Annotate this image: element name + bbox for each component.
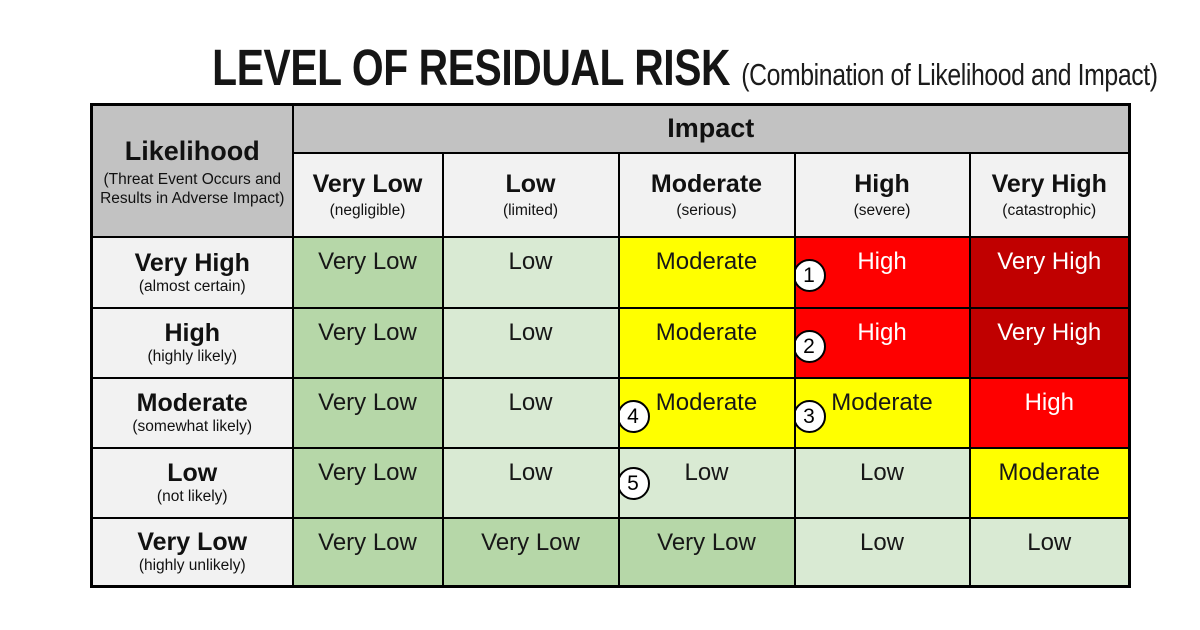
risk-cell-value: Moderate	[655, 318, 758, 346]
annotation-circle-3: 3	[796, 399, 826, 433]
risk-cell-value: Low	[508, 247, 553, 275]
impact-axis-header: Impact	[291, 103, 1131, 154]
risk-cell-value: Moderate	[831, 388, 933, 416]
risk-cell: Low	[793, 516, 971, 588]
annotation-circle-4: 4	[620, 399, 650, 433]
risk-cell: Moderate 3	[793, 376, 971, 449]
likelihood-row-header-very-high: Very High (almost certain)	[90, 235, 294, 309]
annotation-number: 3	[803, 404, 815, 428]
row-header-label: Low	[167, 459, 218, 487]
risk-cell: Low	[441, 376, 620, 449]
risk-cell-value: Low	[859, 458, 905, 486]
row-header-sublabel: (almost certain)	[138, 277, 246, 295]
risk-cell-value: Low	[508, 318, 553, 346]
risk-cell-value: Moderate	[655, 388, 758, 416]
risk-cell-value: Very High	[997, 318, 1102, 346]
impact-col-header-high: High (severe)	[793, 151, 971, 238]
col-header-sublabel: (catastrophic)	[1002, 202, 1097, 219]
row-header-sublabel: (highly likely)	[147, 348, 238, 365]
risk-cell-value: Moderate	[655, 247, 758, 275]
likelihood-axis-header: Likelihood (Threat Event Occurs and Resu…	[90, 103, 294, 238]
risk-cell-value: Very Low	[481, 528, 580, 556]
likelihood-axis-sublabel: (Threat Event Occurs and Results in Adve…	[100, 170, 285, 207]
likelihood-row-header-very-low: Very Low (highly unlikely)	[90, 516, 294, 588]
annotation-circle-5: 5	[620, 466, 650, 500]
col-header-label: Very Low	[312, 170, 423, 198]
risk-cell-value: Very Low	[318, 247, 417, 275]
risk-cell-value: High	[1024, 388, 1074, 416]
col-header-label: Moderate	[650, 170, 763, 198]
risk-cell: Very Low	[291, 446, 444, 519]
risk-cell: High 2	[793, 306, 971, 379]
risk-cell: Moderate	[617, 235, 796, 309]
row-header-sublabel: (somewhat likely)	[132, 418, 253, 435]
risk-cell: High 1	[793, 235, 971, 309]
risk-cell: Low 5	[617, 446, 796, 519]
title-main: LEVEL OF RESIDUAL RISK	[212, 39, 731, 96]
risk-cell-value: Very Low	[657, 528, 756, 556]
row-header-sublabel: (not likely)	[156, 488, 228, 505]
risk-cell: Very Low	[291, 376, 444, 449]
annotation-circle-1: 1	[796, 258, 826, 292]
risk-cell-value: Moderate	[998, 458, 1100, 486]
annotation-circle-2: 2	[796, 329, 826, 363]
risk-cell-value: Low	[684, 458, 729, 486]
risk-cell: Very Low	[441, 516, 620, 588]
risk-cell-value: Very Low	[318, 528, 417, 556]
annotation-number: 4	[627, 404, 639, 428]
risk-cell-value: Very Low	[318, 458, 417, 486]
risk-cell: Moderate 4	[617, 376, 796, 449]
row-header-label: High	[164, 319, 221, 347]
annotation-number: 5	[627, 471, 639, 495]
col-header-label: Low	[505, 170, 556, 198]
title-subtitle: (Combination of Likelihood and Impact)	[741, 57, 1158, 92]
row-header-label: Moderate	[136, 389, 248, 417]
risk-cell: Very Low	[617, 516, 796, 588]
likelihood-axis-label: Likelihood	[124, 135, 260, 166]
risk-cell-value: High	[857, 318, 907, 346]
row-header-label: Very High	[134, 248, 250, 277]
col-header-label: High	[854, 170, 910, 198]
risk-cell: Very High	[968, 235, 1131, 309]
annotation-number: 1	[803, 263, 815, 287]
risk-cell: High	[968, 376, 1131, 449]
likelihood-row-header-moderate: Moderate (somewhat likely)	[90, 376, 294, 449]
risk-cell-value: Very High	[997, 247, 1102, 275]
col-header-sublabel: (serious)	[676, 202, 737, 219]
risk-cell: Very High	[968, 306, 1131, 379]
risk-cell: Low	[441, 235, 620, 309]
row-header-sublabel: (highly unlikely)	[138, 557, 246, 575]
risk-cell: Very Low	[291, 516, 444, 588]
col-header-sublabel: (negligible)	[329, 202, 406, 219]
risk-cell: Very Low	[291, 306, 444, 379]
risk-cell-value: Low	[859, 528, 905, 556]
risk-cell: Low	[441, 446, 620, 519]
impact-col-header-moderate: Moderate (serious)	[617, 151, 796, 238]
page-title: LEVEL OF RESIDUAL RISK (Combination of L…	[212, 38, 1158, 97]
risk-cell: Moderate	[968, 446, 1131, 519]
risk-cell: Low	[441, 306, 620, 379]
col-header-sublabel: (limited)	[502, 202, 559, 219]
col-header-label: Very High	[991, 170, 1107, 198]
likelihood-row-header-high: High (highly likely)	[90, 306, 294, 379]
col-header-sublabel: (severe)	[853, 202, 911, 219]
risk-cell: Low	[793, 446, 971, 519]
impact-col-header-low: Low (limited)	[441, 151, 620, 238]
risk-cell-value: Very Low	[318, 318, 417, 346]
risk-cell: Very Low	[291, 235, 444, 309]
risk-cell-value: Low	[508, 458, 553, 486]
risk-cell-value: High	[857, 247, 907, 275]
row-header-label: Very Low	[137, 528, 248, 557]
impact-col-header-very-low: Very Low (negligible)	[291, 151, 444, 238]
annotation-number: 2	[803, 334, 815, 358]
risk-cell: Low	[968, 516, 1131, 588]
risk-cell-value: Very Low	[318, 388, 417, 416]
risk-cell: Moderate	[617, 306, 796, 379]
risk-cell-value: Low	[508, 388, 553, 416]
likelihood-row-header-low: Low (not likely)	[90, 446, 294, 519]
impact-col-header-very-high: Very High (catastrophic)	[968, 151, 1131, 238]
risk-matrix-table: Likelihood (Threat Event Occurs and Resu…	[90, 103, 1131, 588]
risk-cell-value: Low	[1027, 528, 1072, 556]
